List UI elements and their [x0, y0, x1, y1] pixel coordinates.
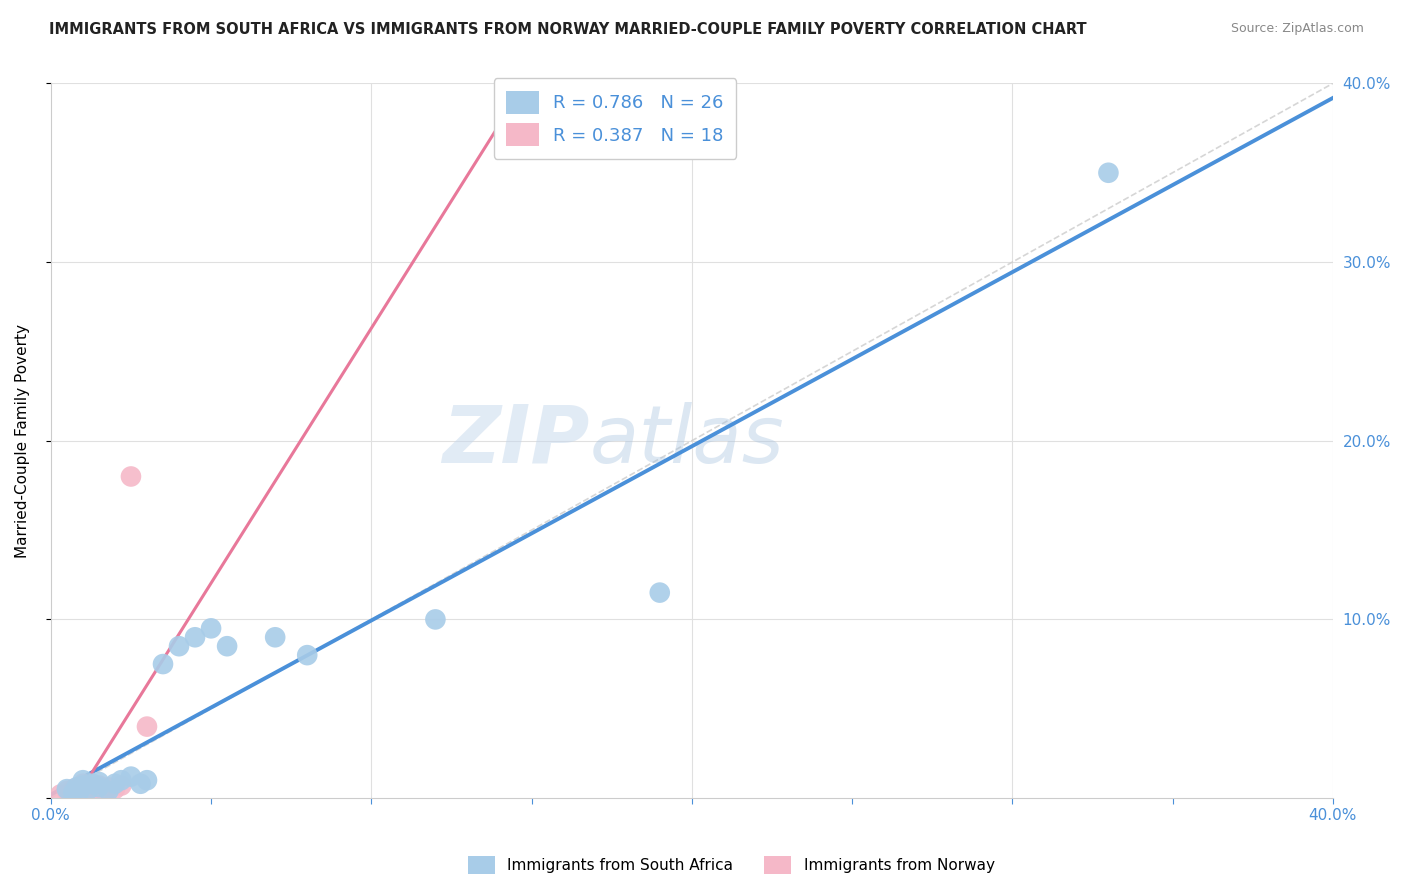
Point	[200, 621, 222, 635]
Point	[62, 782, 84, 797]
Point	[72, 773, 94, 788]
Point	[65, 780, 87, 795]
Point	[87, 779, 110, 793]
Point	[82, 780, 104, 795]
Point	[72, 782, 94, 797]
Point	[79, 784, 101, 798]
Point	[425, 612, 447, 626]
Point	[184, 630, 207, 644]
Legend: R = 0.786   N = 26, R = 0.387   N = 18: R = 0.786 N = 26, R = 0.387 N = 18	[494, 78, 737, 159]
Point	[167, 639, 190, 653]
Text: IMMIGRANTS FROM SOUTH AFRICA VS IMMIGRANTS FROM NORWAY MARRIED-COUPLE FAMILY POV: IMMIGRANTS FROM SOUTH AFRICA VS IMMIGRAN…	[49, 22, 1087, 37]
Y-axis label: Married-Couple Family Poverty: Married-Couple Family Poverty	[15, 324, 30, 558]
Point	[110, 779, 132, 793]
Point	[104, 777, 127, 791]
Legend: Immigrants from South Africa, Immigrants from Norway: Immigrants from South Africa, Immigrants…	[461, 850, 1001, 880]
Point	[136, 720, 159, 734]
Text: Source: ZipAtlas.com: Source: ZipAtlas.com	[1230, 22, 1364, 36]
Point	[217, 639, 239, 653]
Point	[79, 782, 101, 797]
Point	[87, 775, 110, 789]
Point	[87, 780, 110, 795]
Point	[69, 784, 91, 798]
Point	[648, 585, 671, 599]
Point	[65, 784, 87, 798]
Point	[72, 777, 94, 791]
Point	[62, 786, 84, 800]
Point	[97, 780, 120, 795]
Point	[129, 777, 152, 791]
Point	[82, 777, 104, 791]
Point	[72, 779, 94, 793]
Point	[56, 782, 79, 797]
Point	[136, 773, 159, 788]
Point	[91, 782, 114, 797]
Point	[297, 648, 319, 662]
Point	[59, 786, 82, 800]
Text: atlas: atlas	[589, 401, 785, 480]
Point	[152, 657, 174, 671]
Point	[94, 786, 117, 800]
Point	[104, 782, 127, 797]
Point	[120, 770, 142, 784]
Point	[1097, 166, 1119, 180]
Point	[49, 788, 72, 802]
Point	[69, 780, 91, 795]
Text: ZIP: ZIP	[441, 401, 589, 480]
Point	[97, 784, 120, 798]
Point	[56, 784, 79, 798]
Point	[264, 630, 287, 644]
Point	[120, 469, 142, 483]
Point	[110, 773, 132, 788]
